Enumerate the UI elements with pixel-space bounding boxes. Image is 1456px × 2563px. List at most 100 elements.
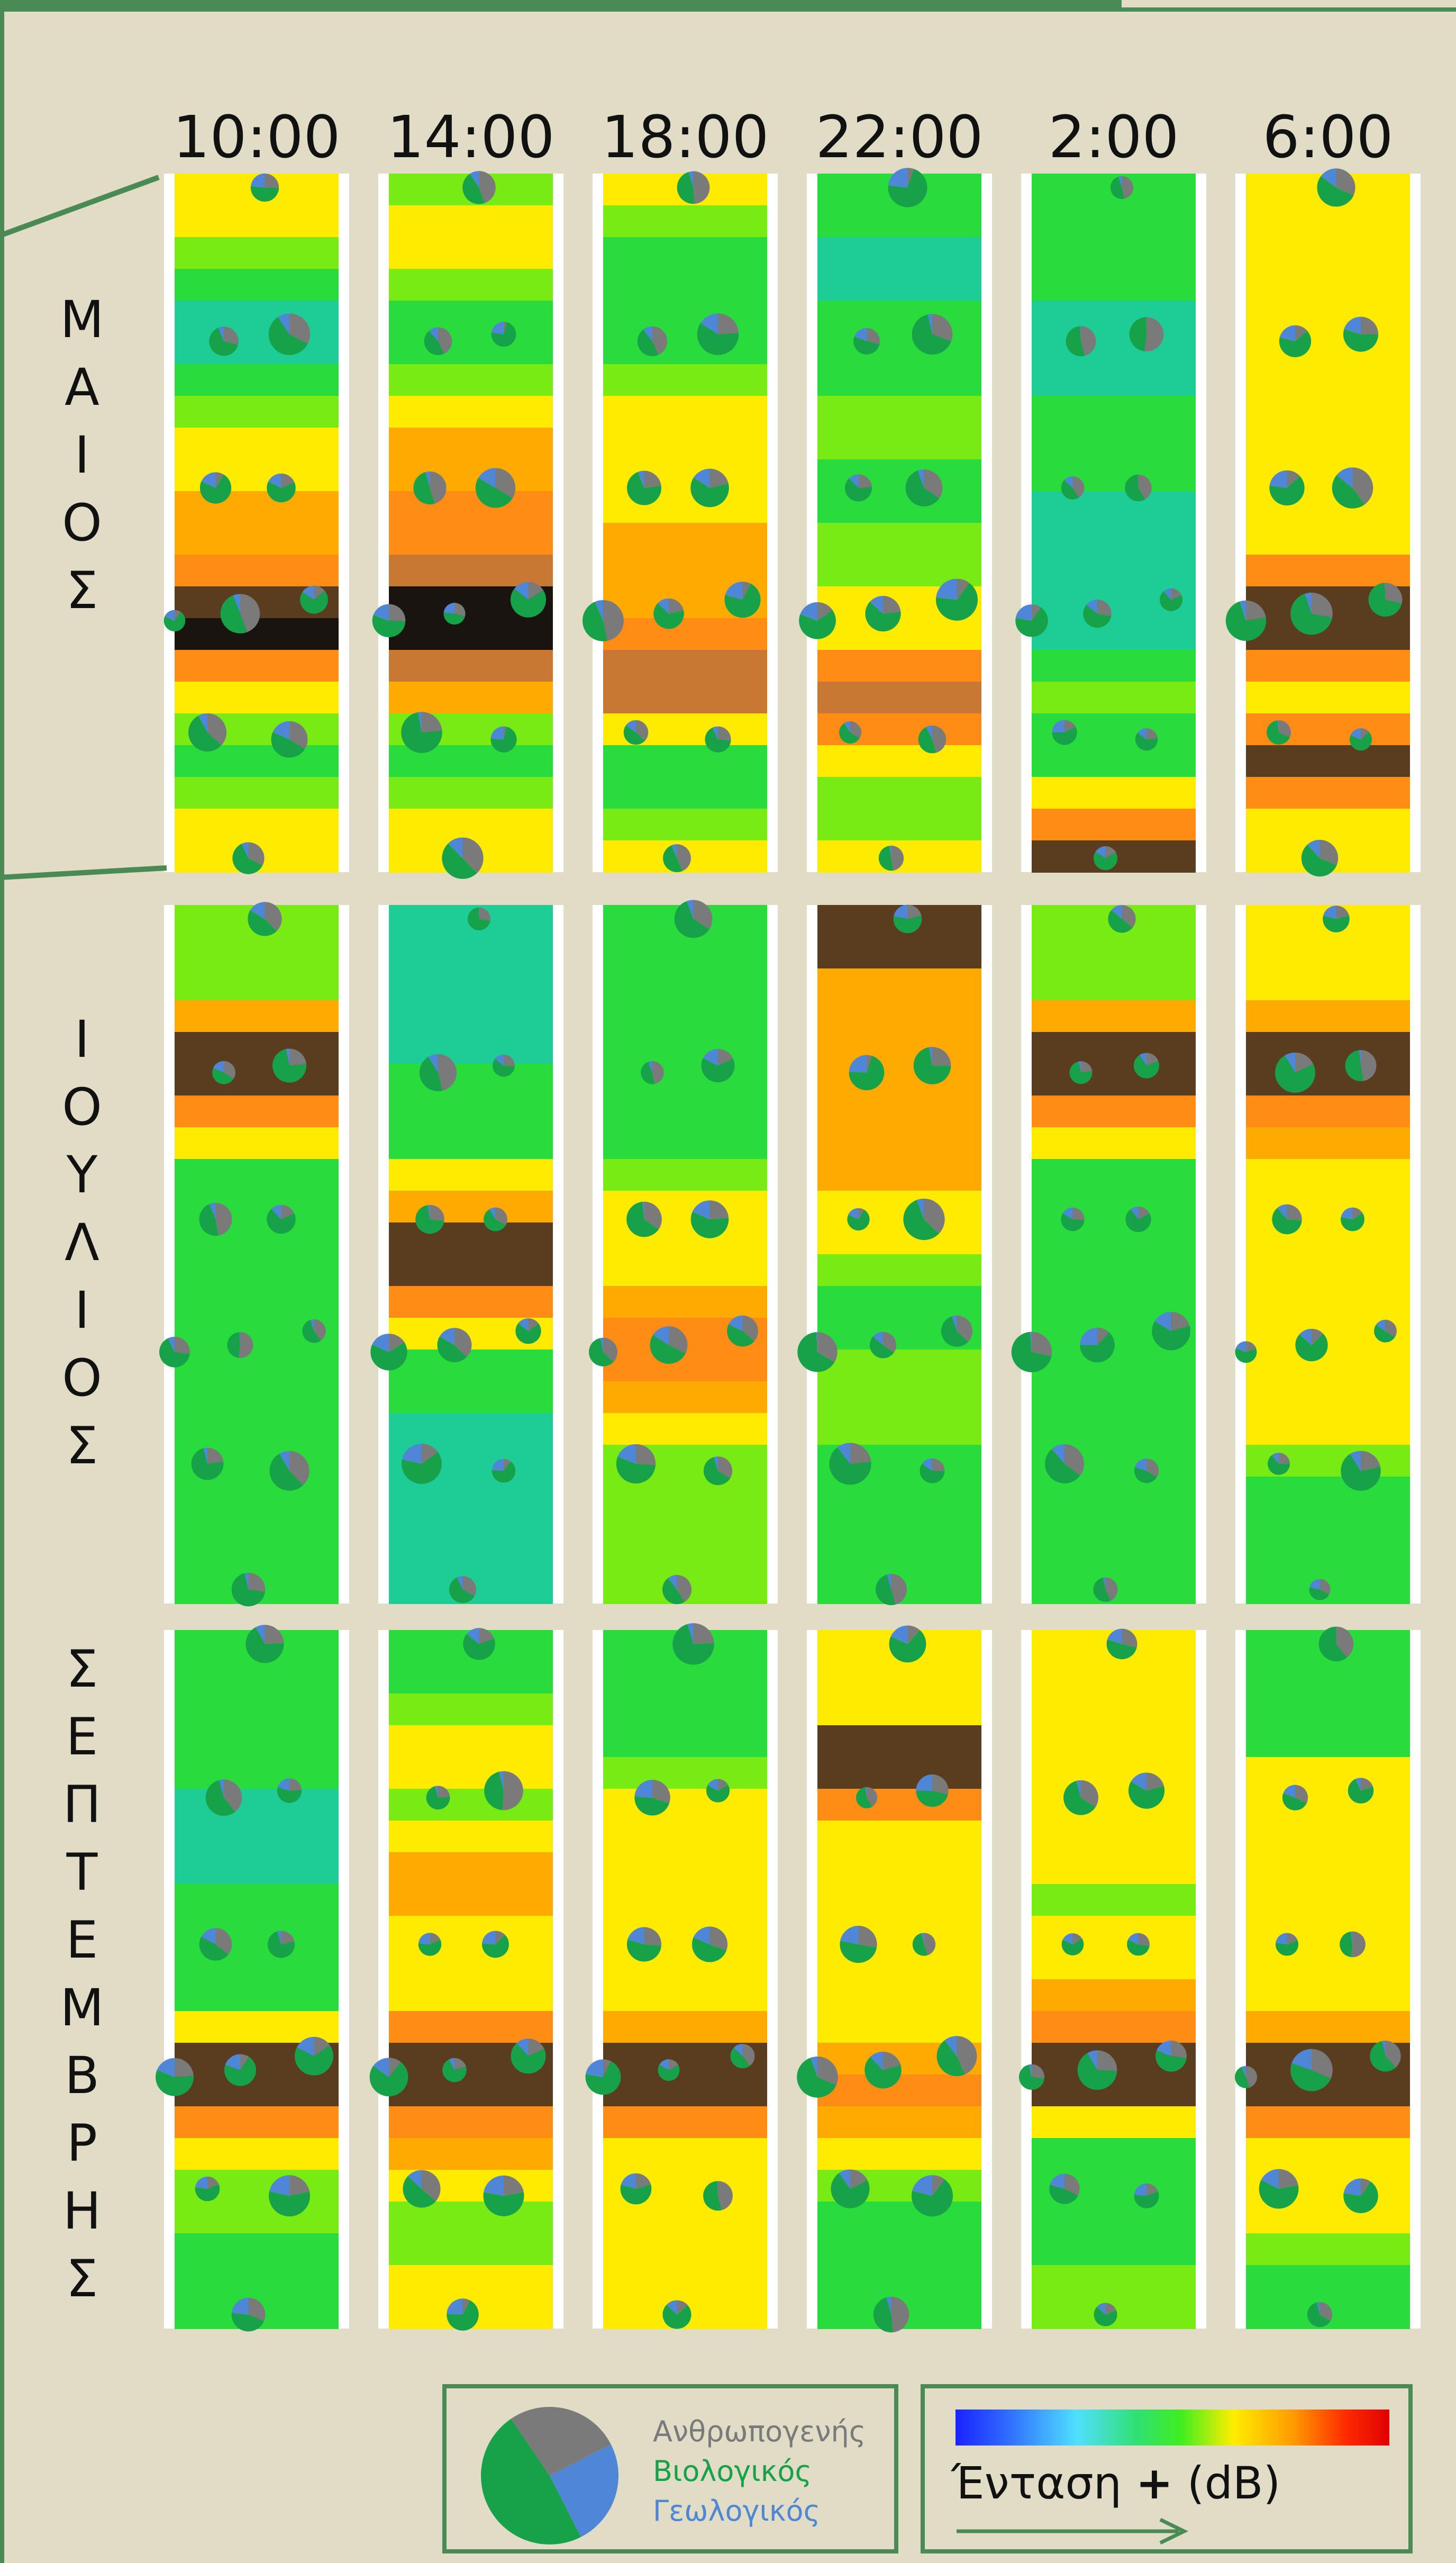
heat-cell bbox=[817, 1540, 981, 1572]
heat-cell bbox=[603, 237, 767, 269]
pie-marker bbox=[1295, 1328, 1328, 1362]
heat-cell bbox=[389, 2202, 553, 2234]
pie-marker bbox=[1080, 1327, 1115, 1363]
pie-marker bbox=[840, 1925, 877, 1963]
pie-marker bbox=[1267, 720, 1291, 745]
pie-slice bbox=[528, 1318, 539, 1332]
pie-slice bbox=[510, 588, 547, 618]
pie-marker bbox=[1127, 1933, 1150, 1956]
pie-marker bbox=[1155, 2040, 1187, 2072]
pie-slice bbox=[250, 902, 265, 919]
heat-cell bbox=[817, 428, 981, 460]
pie-marker bbox=[920, 1458, 945, 1483]
pie-slice bbox=[278, 313, 289, 334]
pie-slice bbox=[1279, 330, 1312, 357]
heat-cell bbox=[1032, 1413, 1196, 1445]
pie-slice bbox=[499, 1771, 504, 1791]
heat-cell bbox=[1246, 1979, 1410, 2012]
pie-slice bbox=[1125, 474, 1145, 502]
pie-marker bbox=[1323, 905, 1350, 932]
pie-marker bbox=[875, 1574, 907, 1606]
pie-slice bbox=[448, 837, 463, 858]
pie-slice bbox=[1385, 2040, 1401, 2068]
pie-slice bbox=[1076, 1780, 1081, 1798]
pie-slice bbox=[1138, 474, 1152, 500]
pie-slice bbox=[213, 1061, 224, 1073]
pie-slice bbox=[447, 2298, 463, 2315]
pie-slice bbox=[917, 469, 924, 488]
pie-marker bbox=[209, 327, 239, 356]
pie-slice bbox=[188, 716, 222, 752]
pie-marker bbox=[1083, 599, 1112, 628]
heat-cell bbox=[817, 2233, 981, 2266]
heat-cell bbox=[1246, 1725, 1410, 1758]
pie-marker bbox=[437, 1328, 472, 1363]
heat-cell bbox=[389, 809, 553, 841]
heat-cell bbox=[175, 937, 339, 969]
pie-slice bbox=[1290, 593, 1333, 635]
pie-slice bbox=[1087, 2050, 1097, 2070]
pie-slice bbox=[231, 2313, 264, 2332]
pie-slice bbox=[690, 477, 729, 508]
heat-cell bbox=[389, 1916, 553, 1948]
pie-marker bbox=[277, 1778, 302, 1803]
pie-slice bbox=[621, 2173, 636, 2189]
pie-slice bbox=[281, 1931, 295, 1944]
pie-slice bbox=[705, 727, 731, 753]
heat-cell bbox=[1246, 301, 1410, 333]
pie-slice bbox=[1171, 1311, 1190, 1332]
pie-slice bbox=[677, 1575, 692, 1602]
month-letter: Σ bbox=[66, 1416, 98, 1475]
pie-slice bbox=[241, 842, 249, 858]
pie-slice bbox=[281, 473, 295, 488]
pie-marker bbox=[878, 845, 904, 871]
pie-slice bbox=[907, 168, 914, 188]
heat-cell bbox=[175, 968, 339, 1001]
pie-marker bbox=[1370, 2040, 1401, 2072]
pie-marker bbox=[658, 2059, 680, 2081]
pie-slice bbox=[1351, 1931, 1353, 1944]
pie-marker bbox=[483, 2175, 524, 2216]
pie-slice bbox=[886, 2296, 891, 2315]
heat-cell bbox=[1032, 332, 1196, 365]
pie-slice bbox=[941, 1316, 968, 1347]
pie-slice bbox=[462, 2298, 470, 2315]
pie-slice bbox=[669, 2059, 679, 2070]
pie-slice bbox=[921, 1933, 924, 1944]
pie-slice bbox=[289, 1048, 306, 1066]
pie-slice bbox=[424, 330, 444, 356]
pie-slice bbox=[693, 900, 713, 930]
pie-slice bbox=[224, 1061, 235, 1079]
month-letter: Ρ bbox=[67, 2114, 97, 2173]
pie-slice bbox=[912, 1933, 928, 1956]
pie-slice bbox=[1348, 1779, 1374, 1804]
heat-cell bbox=[1032, 2138, 1196, 2170]
month-letter: Σ bbox=[66, 2249, 98, 2308]
pie-slice bbox=[1350, 728, 1361, 740]
pie-slice bbox=[936, 2040, 965, 2077]
pie-slice bbox=[894, 904, 908, 919]
pie-slice bbox=[1154, 1311, 1171, 1332]
pie-slice bbox=[1133, 1055, 1160, 1079]
heat-cell bbox=[175, 1789, 339, 1821]
pie-slice bbox=[289, 1778, 302, 1791]
pie-marker bbox=[1063, 1780, 1098, 1815]
pie-slice bbox=[638, 470, 644, 488]
pie-slice bbox=[1368, 583, 1402, 617]
pie-slice bbox=[504, 322, 507, 334]
heat-cell bbox=[817, 237, 981, 269]
heat-cell bbox=[603, 937, 767, 969]
pie-slice bbox=[1110, 176, 1124, 200]
heat-cell bbox=[603, 2011, 767, 2043]
pie-slice bbox=[1011, 1332, 1052, 1373]
pie-marker bbox=[865, 2051, 902, 2089]
pie-slice bbox=[1134, 2183, 1146, 2196]
heat-cell bbox=[817, 1821, 981, 1853]
pie-slice bbox=[870, 595, 883, 614]
pie-slice bbox=[1061, 1213, 1085, 1231]
pie-slice bbox=[1268, 1455, 1290, 1475]
pie-slice bbox=[662, 2304, 691, 2329]
pie-marker bbox=[1268, 1453, 1290, 1475]
pie-slice bbox=[504, 1054, 515, 1066]
pie-slice bbox=[1072, 1933, 1082, 1944]
